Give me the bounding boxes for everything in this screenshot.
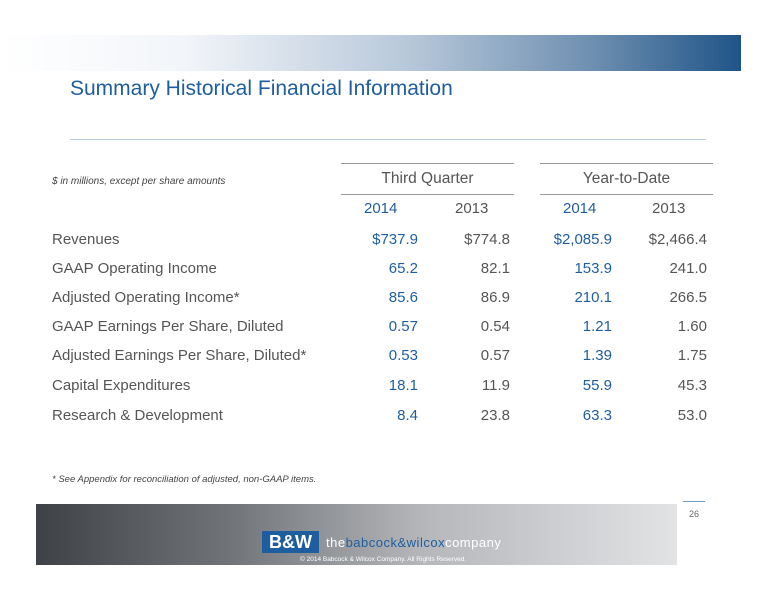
- cell-gaap-op-income-ytd-2013: 241.0: [669, 260, 707, 277]
- cell-gaap-op-income-q3-2013: 82.1: [480, 260, 510, 277]
- cell-gaap-eps-ytd-2014: 1.21: [582, 318, 612, 335]
- wordmark-name: babcock&wilcox: [345, 535, 446, 550]
- cell-rd-ytd-2014: 63.3: [582, 407, 612, 424]
- group-header-year-to-date: Year-to-Date: [540, 163, 713, 195]
- cell-capex-q3-2014: 18.1: [388, 377, 418, 394]
- units-note: $ in millions, except per share amounts: [52, 176, 226, 187]
- year-header-ytd-2013: 2013: [652, 200, 686, 217]
- cell-gaap-op-income-ytd-2014: 153.9: [574, 260, 612, 277]
- page-number-rule: [683, 501, 705, 502]
- row-label-research-development: Research & Development: [52, 407, 223, 424]
- cell-rd-ytd-2013: 53.0: [677, 407, 707, 424]
- copyright-notice: © 2014 Babcock & Wilcox Company. All Rig…: [300, 556, 467, 563]
- footnote: * See Appendix for reconciliation of adj…: [52, 474, 317, 485]
- cell-adj-eps-q3-2013: 0.57: [480, 347, 510, 364]
- slide-title: Summary Historical Financial Information: [70, 77, 453, 100]
- cell-adj-eps-q3-2014: 0.53: [388, 347, 418, 364]
- cell-capex-q3-2013: 11.9: [481, 377, 510, 394]
- cell-capex-ytd-2013: 45.3: [677, 377, 707, 394]
- cell-adj-eps-ytd-2014: 1.39: [582, 347, 612, 364]
- cell-adj-op-income-q3-2013: 86.9: [480, 289, 510, 306]
- cell-revenues-ytd-2013: $2,466.4: [648, 231, 707, 248]
- row-label-adjusted-eps-diluted: Adjusted Earnings Per Share, Diluted*: [52, 347, 307, 364]
- year-header-q3-2013: 2013: [455, 200, 489, 217]
- cell-rd-q3-2014: 8.4: [397, 407, 418, 424]
- bw-logo-icon: B&W: [262, 531, 319, 553]
- row-label-adjusted-operating-income: Adjusted Operating Income*: [52, 289, 240, 306]
- title-divider: [70, 139, 706, 140]
- cell-revenues-q3-2013: $774.8: [464, 231, 510, 248]
- group-header-third-quarter: Third Quarter: [341, 163, 514, 195]
- cell-gaap-eps-ytd-2013: 1.60: [677, 318, 707, 335]
- row-label-revenues: Revenues: [52, 231, 120, 248]
- cell-gaap-eps-q3-2014: 0.57: [388, 318, 418, 335]
- cell-revenues-q3-2014: $737.9: [372, 231, 418, 248]
- company-wordmark: thebabcock&wilcoxcompany: [326, 535, 501, 550]
- wordmark-prefix: the: [326, 535, 346, 550]
- cell-adj-op-income-ytd-2013: 266.5: [669, 289, 707, 306]
- logo-mark-text: B&W: [269, 532, 312, 552]
- row-label-capital-expenditures: Capital Expenditures: [52, 377, 191, 394]
- cell-adj-op-income-q3-2014: 85.6: [388, 289, 418, 306]
- page-number: 26: [688, 509, 699, 519]
- year-header-q3-2014: 2014: [364, 200, 398, 217]
- cell-adj-eps-ytd-2013: 1.75: [677, 347, 707, 364]
- cell-capex-ytd-2014: 55.9: [582, 377, 612, 394]
- year-header-ytd-2014: 2014: [563, 200, 597, 217]
- footer-gradient-bar: [36, 504, 677, 565]
- cell-rd-q3-2013: 23.8: [480, 407, 510, 424]
- cell-gaap-op-income-q3-2014: 65.2: [388, 260, 418, 277]
- cell-adj-op-income-ytd-2014: 210.1: [574, 289, 612, 306]
- header-gradient-bar: [0, 35, 741, 71]
- wordmark-suffix: company: [445, 535, 502, 550]
- row-label-gaap-operating-income: GAAP Operating Income: [52, 260, 217, 277]
- cell-revenues-ytd-2014: $2,085.9: [553, 231, 612, 248]
- cell-gaap-eps-q3-2013: 0.54: [480, 318, 510, 335]
- row-label-gaap-eps-diluted: GAAP Earnings Per Share, Diluted: [52, 318, 284, 335]
